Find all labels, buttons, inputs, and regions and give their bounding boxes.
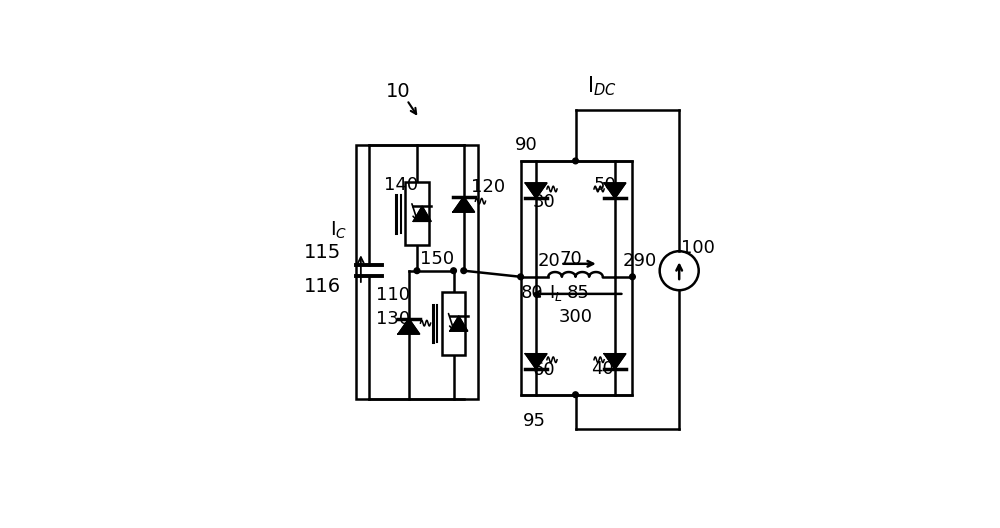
Polygon shape (413, 206, 431, 221)
Text: 300: 300 (559, 308, 593, 326)
Bar (442, 292, 465, 355)
Text: 70: 70 (559, 250, 582, 268)
Text: 116: 116 (304, 278, 341, 296)
Circle shape (451, 268, 456, 274)
Circle shape (461, 268, 467, 274)
Text: 40: 40 (591, 360, 613, 378)
Text: 95: 95 (523, 412, 546, 430)
Circle shape (518, 274, 523, 280)
Text: 80: 80 (521, 285, 543, 303)
Bar (356, 145, 478, 399)
Text: 90: 90 (515, 136, 538, 154)
Text: I$_{DC}$: I$_{DC}$ (587, 74, 617, 98)
Text: 140: 140 (384, 176, 418, 194)
Text: 115: 115 (304, 243, 341, 262)
Polygon shape (525, 183, 547, 199)
Circle shape (630, 274, 635, 280)
Text: I$_C$: I$_C$ (330, 220, 347, 241)
Text: 130: 130 (376, 310, 410, 328)
Text: 50: 50 (594, 176, 617, 194)
Polygon shape (450, 316, 468, 331)
Circle shape (414, 268, 420, 274)
Text: 60: 60 (533, 361, 556, 379)
Polygon shape (604, 183, 626, 199)
Text: 20: 20 (538, 251, 560, 269)
Text: 30: 30 (533, 193, 556, 211)
Polygon shape (453, 196, 475, 212)
Text: 110: 110 (376, 286, 410, 304)
Text: 120: 120 (471, 178, 505, 196)
Polygon shape (525, 354, 547, 369)
Circle shape (573, 392, 578, 398)
Text: 150: 150 (420, 250, 454, 268)
Text: 100: 100 (681, 239, 714, 257)
Bar (521, 161, 632, 395)
Text: 290: 290 (623, 251, 657, 269)
Text: I$_L$: I$_L$ (549, 284, 563, 304)
Polygon shape (398, 318, 420, 334)
Text: 85: 85 (567, 285, 590, 303)
Circle shape (573, 158, 578, 164)
Polygon shape (604, 354, 626, 369)
Text: 10: 10 (386, 82, 411, 101)
Bar (405, 182, 429, 246)
